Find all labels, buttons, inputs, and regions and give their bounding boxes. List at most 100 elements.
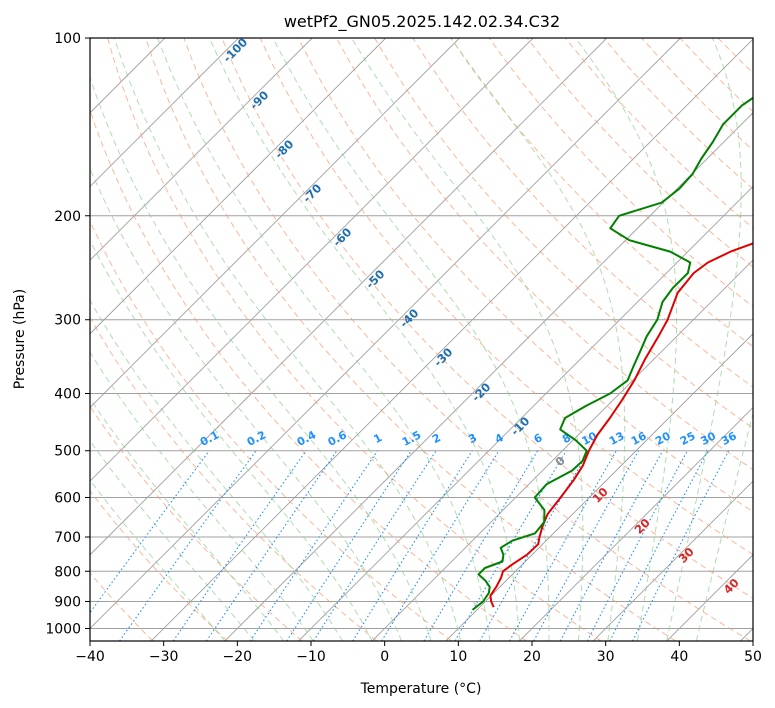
isotherm-line: [90, 38, 608, 556]
mixing-ratio-label: 25: [678, 429, 698, 448]
x-tick-label: 50: [744, 649, 762, 665]
x-tick-label: −30: [149, 649, 179, 665]
mixing-ratio-label: 0.4: [295, 428, 319, 449]
isotherm-line: [90, 38, 313, 261]
plot-frame: [89, 37, 754, 642]
dry-adiabat-line: [488, 38, 753, 308]
moist-adiabat-line: [575, 38, 678, 641]
dry-adiabat-line: [145, 38, 676, 641]
moist-adiabat-line: [113, 38, 462, 641]
dry-adiabat-line: [90, 108, 527, 641]
y-tick-label: 300: [54, 313, 81, 329]
dry-adiabat-line: [221, 38, 753, 599]
mixing-ratio-line: [206, 450, 338, 641]
mixing-ratio-label: 3: [466, 431, 479, 446]
mixing-ratio-line: [119, 450, 257, 641]
mixing-ratio-label: 0.1: [198, 428, 221, 449]
isotherm-line: [519, 406, 753, 641]
dry-adiabat-label: -100: [220, 35, 250, 65]
axes: −40 −30 −20 −10 0 10 20 30 40 5010020030040050060…: [45, 31, 762, 665]
dry-adiabat-line: [90, 490, 228, 641]
x-tick-label: 30: [597, 649, 615, 665]
mixing-ratio-label: 1: [371, 431, 384, 446]
mixing-ratio-line: [509, 450, 617, 641]
mixing-ratio-line: [533, 450, 639, 641]
moist-adiabat-line: [90, 76, 432, 641]
x-tick-label: 0: [380, 649, 389, 665]
y-tick-label: 700: [54, 530, 81, 546]
dry-adiabat-line: [336, 38, 753, 471]
x-tick-label: 40: [670, 649, 688, 665]
mixing-ratio-line: [381, 450, 500, 641]
moist-adiabat-line: [272, 38, 550, 641]
mixing-ratio-line: [352, 450, 473, 641]
mixing-ratio-line: [423, 450, 539, 641]
isotherm-line: [371, 259, 753, 641]
mixing-ratio-label: 6: [532, 431, 545, 446]
isotherm-line: [224, 112, 753, 641]
mixing-ratio-line: [559, 450, 664, 641]
x-tick-label: −10: [296, 649, 326, 665]
y-tick-label: 400: [54, 387, 81, 403]
dry-adiabat-label: -40: [397, 306, 422, 331]
mixing-ratio-line: [632, 450, 730, 641]
dry-adiabat-label: -90: [247, 88, 272, 113]
plot-area: 0.1 0.2 0.4 0.6 1 1.5 2 3 4 6 8 10 13 16 20 25 30 36-100-…: [90, 35, 775, 641]
mixing-ratio-line: [286, 450, 412, 641]
moist-adiabat-line: [90, 397, 285, 641]
dry-adiabat-line: [107, 38, 602, 641]
dry-adiabat-label: -10: [508, 414, 533, 439]
moist-adiabat-label: 40: [721, 576, 742, 597]
isotherm-line: [90, 38, 387, 335]
dry-adiabat-line: [297, 38, 753, 513]
x-tick-label: 10: [449, 649, 467, 665]
moist-adiabat-line: [90, 239, 373, 641]
dry-adiabat-line: [259, 38, 753, 556]
y-tick-label: 1000: [45, 621, 81, 637]
dry-adiabat-line: [412, 38, 753, 388]
isotherm-line: [592, 480, 753, 641]
moist-adiabat-line: [90, 351, 314, 641]
dry-adiabat-label: -60: [330, 225, 355, 250]
y-tick-label: 500: [54, 444, 81, 460]
y-tick-label: 200: [54, 209, 81, 225]
moist-adiabat-line: [695, 411, 753, 641]
isotherm-line: [298, 185, 753, 641]
mixing-ratio-label: 0.2: [245, 428, 268, 449]
dry-adiabat-line: [374, 38, 753, 429]
mixing-ratio-line: [586, 450, 688, 641]
moist-adiabat-line: [666, 38, 742, 641]
moist-adiabat-line: [351, 38, 584, 641]
dry-adiabat-line: [717, 38, 753, 74]
mixing-ratio-label: 4: [493, 431, 506, 446]
dry-adiabat-line: [90, 405, 303, 641]
x-tick-label: −40: [75, 649, 105, 665]
mixing-ratio-label: 2: [430, 431, 443, 446]
dewpoint-profile: [471, 96, 753, 611]
mixing-ratio-label: 16: [629, 429, 649, 448]
mixing-ratio-line: [172, 450, 307, 641]
moist-adiabat-line: [450, 38, 626, 641]
dry-adiabat-label: -70: [300, 181, 325, 206]
x-axis-label: Temperature (°C): [360, 681, 482, 697]
mixing-ratio-label: 20: [653, 429, 673, 448]
mixing-ratio-label: 13: [607, 429, 627, 448]
chart-title: wetPf2_GN05.2025.142.02.34.C32: [284, 12, 560, 32]
mixing-ratio-line: [313, 450, 437, 641]
y-tick-label: 100: [54, 31, 81, 47]
dry-adiabat-label: -20: [469, 380, 494, 405]
isotherm-line: [740, 627, 753, 641]
y-tick-label: 900: [54, 594, 81, 610]
x-tick-label: 20: [523, 649, 541, 665]
y-axis-label: Pressure (hPa): [12, 289, 28, 389]
moist-adiabat-line: [90, 479, 226, 641]
moist-adiabat-line: [90, 167, 403, 641]
dry-adiabat-line: [756, 38, 775, 641]
dry-adiabat-line: [90, 219, 452, 641]
moist-adiabat-label: 10: [590, 485, 611, 506]
isotherm-line: [90, 38, 681, 630]
mixing-ratio-line: [90, 450, 210, 614]
isotherm-line: [150, 38, 753, 641]
isotherm-line: [90, 38, 534, 482]
